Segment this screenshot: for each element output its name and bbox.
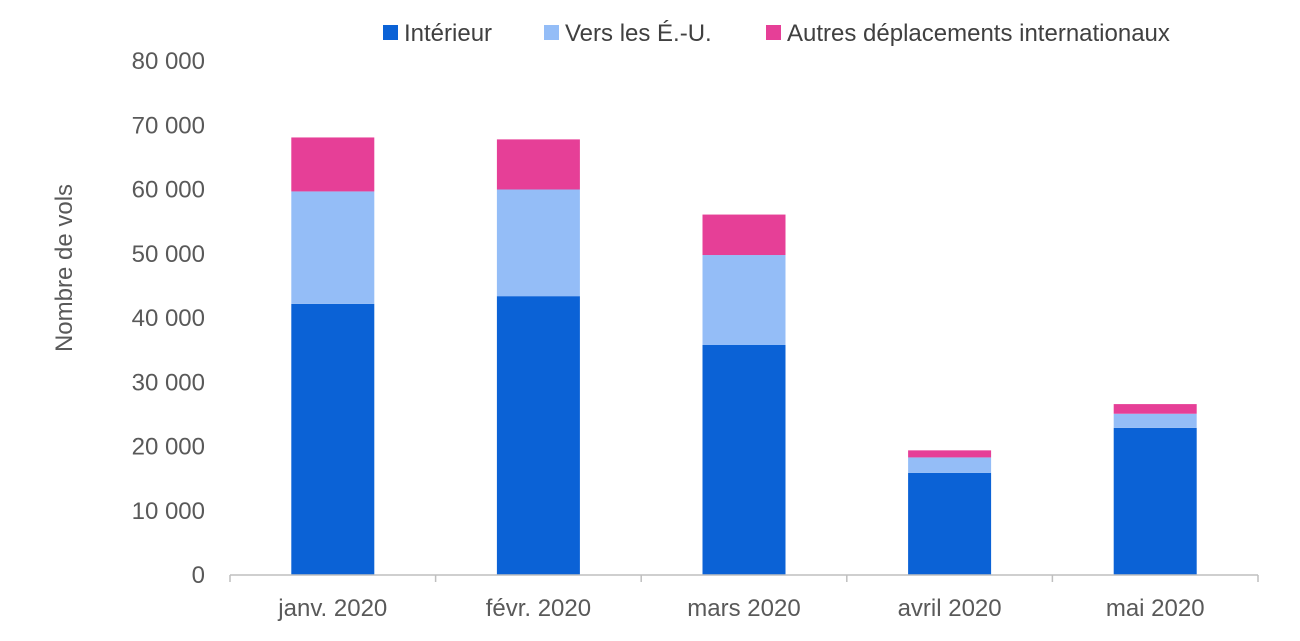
y-tick-label: 40 000 (132, 305, 205, 332)
x-tick-label: févr. 2020 (486, 595, 591, 622)
y-tick-label: 80 000 (132, 48, 205, 75)
bar-segment (496, 189, 580, 297)
y-tick-label: 30 000 (132, 369, 205, 396)
bar-segment (291, 303, 375, 575)
bar-segment (291, 137, 375, 192)
x-axis: janv. 2020 févr. 2020 mars 2020 avril 2020 m… (229, 574, 1259, 622)
bar-segment (908, 457, 992, 473)
x-tick-label: avril 2020 (898, 595, 1002, 622)
bar-segment (496, 296, 580, 575)
bar-segment (1113, 413, 1197, 428)
x-tick-label: mai 2020 (1106, 595, 1205, 622)
bar-segment (291, 191, 375, 304)
legend-label: Vers les É.-U. (565, 20, 712, 47)
y-axis-ticks: 0 10 000 20 000 30 000 40 000 50 000 60 000 70 … (132, 48, 205, 589)
y-tick-label: 70 000 (132, 112, 205, 139)
bar-segment (496, 139, 580, 190)
legend: Intérieur Vers les É.-U. Autres déplacemen… (383, 20, 1170, 47)
x-tick-label: janv. 2020 (277, 595, 387, 622)
y-tick-label: 10 000 (132, 498, 205, 525)
y-tick-label: 50 000 (132, 241, 205, 268)
bar-segment (702, 214, 786, 256)
y-tick-label: 20 000 (132, 434, 205, 461)
bar-segment (908, 450, 992, 458)
y-tick-label: 0 (192, 562, 205, 589)
bar-segment (702, 255, 786, 345)
y-axis-title: Nombre de vols (51, 184, 78, 352)
bars (291, 137, 1197, 575)
x-tick-label: mars 2020 (687, 595, 800, 622)
bar-segment (1113, 427, 1197, 575)
bar-segment (908, 472, 992, 575)
y-tick-label: 60 000 (132, 177, 205, 204)
legend-swatch (383, 25, 398, 40)
legend-label: Autres déplacements internationaux (787, 20, 1170, 47)
legend-swatch (766, 25, 781, 40)
legend-swatch (544, 25, 559, 40)
bar-segment (1113, 404, 1197, 414)
bar-segment (702, 344, 786, 575)
legend-label: Intérieur (404, 20, 492, 47)
